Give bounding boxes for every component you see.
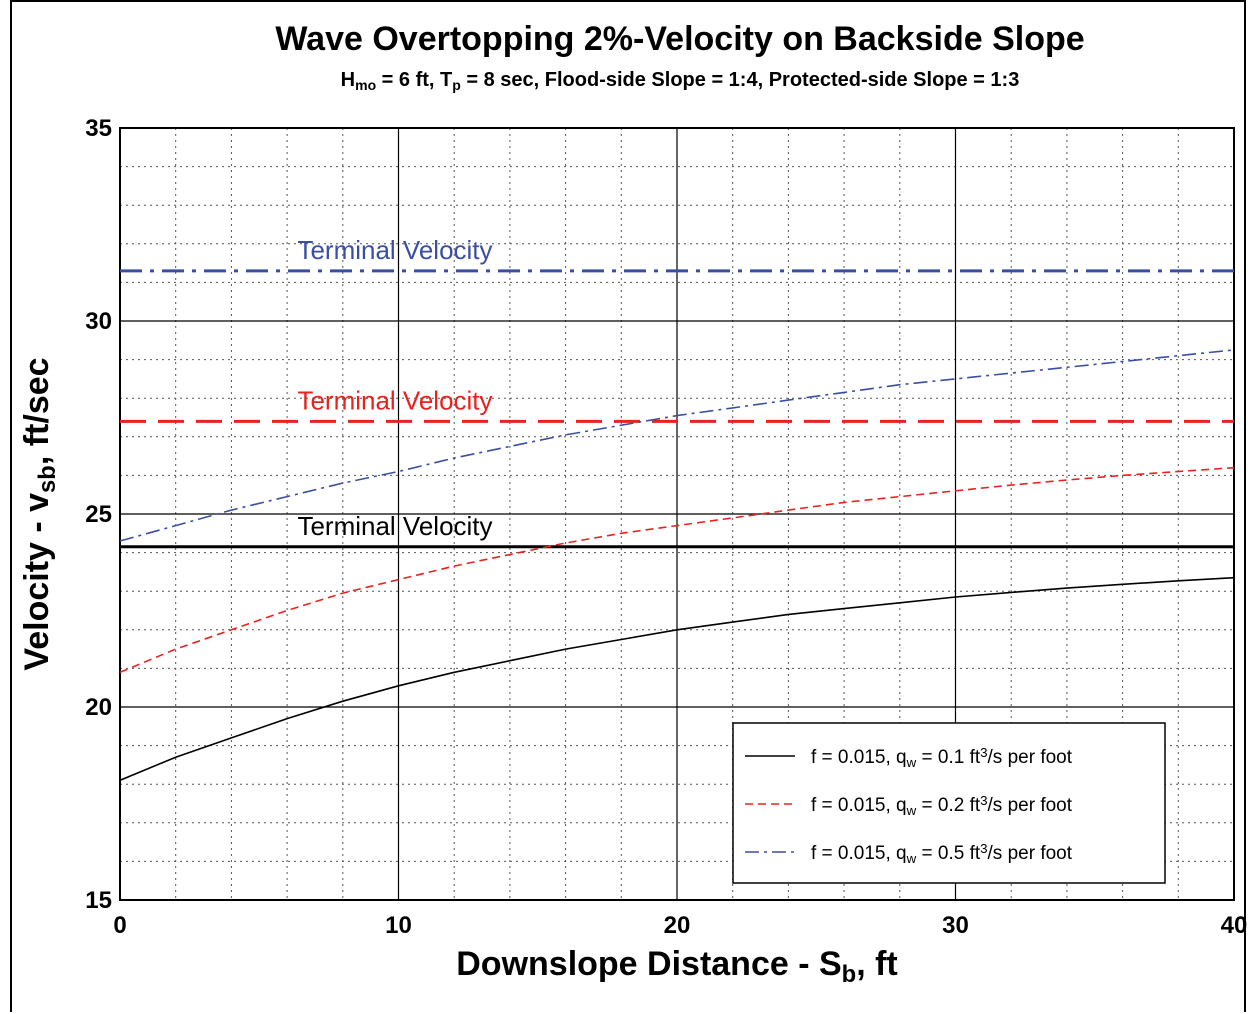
y-tick-label: 15 [85,887,112,914]
y-tick-label: 20 [85,694,112,721]
chart-subtitle: Hmo = 6 ft, Tp = 8 sec, Flood-side Slope… [341,69,1020,93]
series-line [119,466,1235,674]
x-tick-label: 40 [1221,912,1248,939]
legend-box [732,722,1166,884]
series-line [119,576,1235,782]
y-tick-label: 25 [85,501,112,528]
y-axis-label: Velocity - vsb, ft/sec [18,357,61,670]
legend-entry: f = 0.015, qw = 0.1 ft3/s per foot [811,745,1073,770]
legend-entry: f = 0.015, qw = 0.5 ft3/s per foot [811,841,1073,866]
y-tick-label: 35 [85,115,112,142]
plot-border [119,127,1235,901]
y-tick-label: 30 [85,308,112,335]
legend-entry: f = 0.015, qw = 0.2 ft3/s per foot [811,793,1073,818]
chart-title: Wave Overtopping 2%-Velocity on Backside… [275,20,1084,58]
terminal-velocity-label: Terminal Velocity [297,385,492,415]
legend: f = 0.015, qw = 0.1 ft3/s per foot f = 0.… [732,722,1166,884]
x-tick-label: 0 [113,912,126,939]
x-tick-label: 20 [664,912,691,939]
terminal-velocity-label: Terminal Velocity [297,511,492,541]
chart-frame [10,0,1246,1012]
x-tick-label: 10 [385,912,412,939]
x-axis-label: Downslope Distance - Sb, ft [456,945,898,988]
x-tick-label: 30 [942,912,969,939]
terminal-velocity-label: Terminal Velocity [297,235,492,265]
series-line [119,349,1235,542]
